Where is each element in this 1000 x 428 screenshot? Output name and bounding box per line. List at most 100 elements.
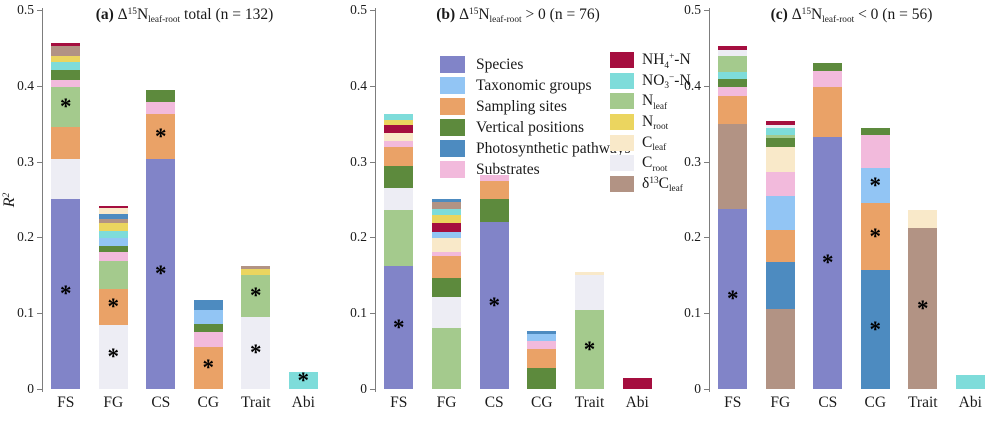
significance-asterisk: *	[917, 295, 929, 321]
legend-item-no3: NO3−-N	[610, 71, 691, 92]
segment-sampling	[813, 87, 843, 137]
segment-sampling	[765, 229, 795, 262]
y-tick-mark	[37, 85, 42, 87]
y-tick-label: 0	[27, 381, 34, 396]
segment-croot	[98, 324, 128, 389]
text-part: root	[653, 122, 669, 133]
segment-d13c	[908, 228, 938, 389]
x-category-label: FG	[436, 394, 457, 411]
segment-nh4	[384, 125, 414, 133]
text-part: −	[669, 72, 675, 83]
significance-asterisk: *	[297, 367, 310, 393]
y-tick-mark	[704, 10, 709, 11]
y-tick-label: 0	[694, 381, 701, 396]
legend-label: Species	[476, 56, 523, 74]
segment-no3	[51, 61, 81, 70]
segment-d13c	[241, 265, 271, 269]
segment-taxonomic	[98, 238, 128, 246]
segment-sampling	[146, 113, 176, 160]
text-part: Photosynthetic pathways	[476, 139, 631, 157]
significance-asterisk: *	[250, 340, 262, 365]
segment-photosynthetic	[765, 261, 795, 309]
text-part: C	[642, 133, 653, 151]
text-part: (a)	[95, 6, 118, 23]
y-tick-label: 0.4	[350, 77, 367, 93]
legend-swatch-species	[440, 56, 465, 73]
significance-asterisk: *	[822, 249, 834, 275]
panel-b: 0 0.1 0.2 0.3 0.4 0.5 (b) Δ15Nleaf-root > 0 (n…	[333, 0, 667, 428]
legend-swatch-nh4	[610, 52, 634, 69]
text-part: leaf-root	[822, 15, 855, 26]
segment-taxonomic	[765, 195, 795, 230]
text-part: (c)	[770, 6, 792, 23]
segment-photosynthetic	[432, 198, 461, 202]
segment-vertical	[479, 198, 509, 223]
bar-CG	[527, 330, 557, 389]
segment-vertical	[51, 69, 81, 81]
legend-label: Vertical positions	[476, 119, 584, 137]
legend-label: Nroot	[642, 113, 669, 133]
text-part: 3	[664, 81, 670, 92]
segment-no3	[384, 113, 414, 120]
text-part: Substrates	[476, 160, 540, 178]
segment-no3	[718, 71, 748, 80]
legend-item-nroot: Nroot	[610, 112, 691, 133]
legend-covariates: NH4+-N NO3−-N Nleaf Nroot Cleaf Croot δ13Cleaf	[610, 50, 691, 194]
segment-taxonomic	[527, 333, 557, 341]
text-part: 2	[0, 192, 12, 198]
segment-nh4	[98, 206, 128, 208]
segment-nh4	[622, 378, 652, 389]
bar-Trait: * *	[241, 265, 271, 389]
y-axis	[709, 8, 710, 392]
y-tick-mark	[37, 313, 42, 315]
text-part: < 0 (n = 56)	[854, 6, 933, 23]
legend-item-sampling: Sampling sites	[440, 96, 631, 117]
legend-swatch-taxonomic	[440, 77, 465, 94]
segment-vertical	[146, 90, 176, 102]
x-category-label: CS	[818, 394, 838, 411]
segment-photosynthetic	[193, 299, 223, 310]
segment-nleaf	[241, 274, 271, 317]
segment-photosynthetic	[98, 214, 128, 220]
y-tick-mark	[370, 161, 375, 163]
bar-FG	[432, 198, 461, 389]
text-part: NH	[642, 51, 665, 69]
segment-species	[146, 159, 176, 389]
legend-label: Croot	[642, 154, 667, 173]
segment-sampling	[718, 95, 748, 124]
y-tick-label: 0.3	[350, 153, 367, 169]
text-part: total (n = 132)	[180, 6, 274, 23]
legend-item-cleaf: Cleaf	[610, 132, 691, 153]
segment-sampling	[98, 289, 128, 325]
y-tick-mark	[370, 389, 375, 390]
significance-asterisk: *	[869, 316, 882, 342]
segment-nh4	[51, 42, 81, 47]
y-axis	[375, 8, 376, 392]
segment-nh4	[765, 120, 795, 125]
segment-photosynthetic	[527, 330, 557, 334]
text-part: N	[810, 6, 823, 23]
significance-asterisk: *	[155, 261, 167, 287]
legend-label: δ13Cleaf	[642, 175, 683, 194]
segment-vertical	[527, 367, 557, 389]
x-category-label: Trait	[241, 394, 271, 411]
significance-asterisk: *	[869, 172, 882, 198]
segment-nh4	[432, 223, 461, 233]
segment-taxonomic	[432, 232, 461, 239]
bar-Trait: *	[575, 271, 604, 389]
segment-d13c	[98, 219, 128, 224]
y-tick-mark	[704, 389, 709, 390]
significance-asterisk: *	[60, 280, 72, 306]
segment-sampling	[527, 348, 557, 368]
segment-nroot	[432, 214, 461, 224]
significance-asterisk: *	[202, 354, 215, 380]
text-part: leaf	[653, 101, 668, 112]
text-part: Taxonomic groups	[476, 76, 592, 94]
segment-vertical	[98, 245, 128, 252]
y-axis	[42, 8, 43, 392]
segment-nleaf	[765, 135, 795, 139]
segment-substrates	[479, 175, 509, 181]
y-tick-label: 0.4	[684, 77, 701, 93]
text-part: leaf-root	[148, 15, 181, 26]
significance-asterisk: *	[107, 293, 120, 319]
